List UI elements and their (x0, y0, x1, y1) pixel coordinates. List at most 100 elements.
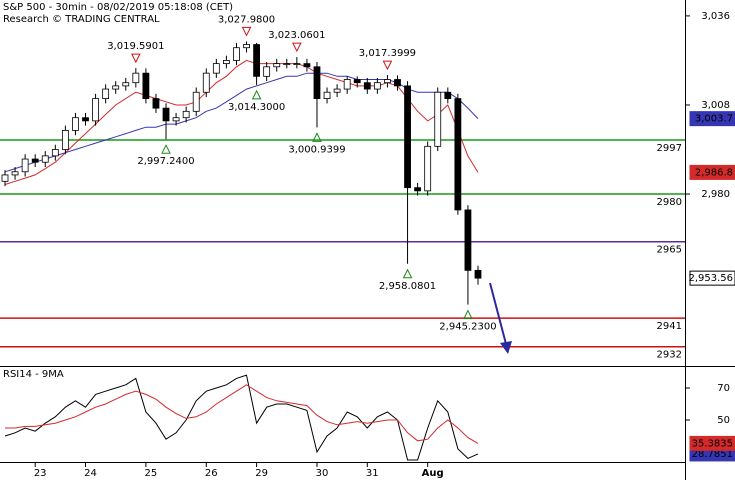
low-marker (161, 144, 171, 154)
value-box-label: 28.7851 (692, 449, 733, 460)
line-series (5, 384, 479, 444)
annotation-label: 3,019.5901 (107, 41, 164, 52)
level-label: 2980 (657, 197, 682, 208)
candle-body (112, 85, 120, 90)
annotation-label: 3,023.0601 (268, 30, 325, 41)
candle-body (303, 63, 311, 68)
candle-body (424, 145, 432, 192)
forecast-arrow-head (500, 341, 512, 354)
candle-body (293, 63, 301, 66)
value-box-label: 3,003.7 (695, 114, 733, 125)
candle-body (414, 187, 422, 192)
value-box-label: 35.3835 (692, 438, 733, 449)
high-marker (382, 60, 393, 71)
chart-title: S&P 500 - 30min - 08/02/2019 05:18:08 (C… (3, 2, 233, 13)
candle-body (273, 63, 281, 68)
candle-body (223, 60, 230, 65)
candle-body (313, 66, 321, 100)
candle-body (373, 82, 381, 90)
rsi-title: RSI14 - 9MA (3, 369, 64, 380)
y-tick-label: 70 (717, 383, 730, 394)
x-tick-label: Aug (422, 468, 444, 479)
candle-body (182, 110, 190, 119)
candle-body (474, 269, 482, 279)
candle-body (333, 88, 341, 93)
annotation-label: 2,958.0801 (379, 281, 436, 292)
low-marker (251, 89, 262, 100)
level-label: 2932 (657, 350, 682, 361)
annotation-label: 3,014.3000 (228, 102, 285, 113)
price-pane: 2997 2980 2965 2941 2932 3,019.5901 3,027.9800… (0, 14, 685, 361)
x-tick-label: 30 (316, 468, 329, 479)
y-tick-label: 3,036 (701, 11, 730, 22)
candle-body (162, 107, 170, 122)
candle-body (41, 155, 49, 163)
level-label: 2941 (657, 321, 682, 332)
value-box (689, 270, 735, 286)
candle-body (192, 91, 200, 112)
candle-body (92, 98, 99, 122)
low-marker (312, 132, 322, 142)
candle-body (464, 209, 472, 271)
candle-body (212, 63, 220, 74)
candle-body (454, 98, 462, 211)
candle-body (202, 72, 210, 93)
candle-body (31, 158, 39, 163)
candle-body (61, 130, 69, 150)
annotation-label: 3,000.9399 (288, 144, 345, 155)
x-tick-label: 25 (145, 468, 158, 479)
candle-body (11, 171, 19, 176)
x-tick-label: 29 (255, 468, 268, 479)
annotation-label: 2,945.2300 (439, 322, 496, 333)
annotation-label: 3,027.9800 (218, 14, 275, 25)
candle-body (243, 44, 250, 49)
candle-body (434, 91, 442, 147)
y-tick-label: 50 (717, 415, 730, 426)
y-tick-label: 2,980 (701, 189, 730, 200)
candle-body (132, 72, 140, 84)
candle-body (172, 117, 180, 122)
high-marker (241, 26, 252, 37)
candle-body (323, 91, 331, 100)
candle-body (142, 72, 150, 100)
value-box (689, 435, 735, 451)
value-box-label: 2,986.8 (695, 167, 733, 178)
x-tick-label: 31 (366, 468, 379, 479)
line-series (4, 374, 479, 461)
level-label: 2965 (657, 245, 682, 256)
candle-body (72, 117, 79, 131)
candle-body (51, 149, 59, 157)
x-tick-label: 26 (205, 468, 218, 479)
candle-body (122, 82, 130, 87)
high-marker (292, 42, 302, 53)
candle-body (444, 91, 452, 100)
low-marker (402, 268, 413, 279)
low-marker (463, 309, 473, 320)
candle-body (394, 79, 401, 87)
candle-body (102, 88, 110, 100)
annotation-label: 3,017.3999 (359, 48, 416, 59)
candle-body (363, 82, 371, 90)
candle-body (404, 85, 411, 189)
candle-body (152, 98, 160, 109)
value-box (689, 164, 735, 180)
forecast-arrow (489, 282, 507, 345)
y-tick-label: 3,008 (701, 100, 730, 111)
high-marker (131, 53, 141, 64)
candle-body (384, 79, 391, 84)
candle-body (21, 158, 29, 173)
x-tick-label: 23 (34, 468, 47, 479)
value-box-label: 2,953.56 (688, 273, 733, 284)
level-label: 2997 (657, 143, 682, 154)
chart-subtitle: Research © TRADING CENTRAL (3, 14, 160, 25)
candle-body (253, 44, 260, 77)
rsi-pane (4, 374, 479, 461)
candle-body (283, 63, 291, 66)
candle-body (263, 66, 271, 77)
x-tick-label: 24 (84, 468, 97, 479)
candle-body (82, 117, 89, 122)
candle-body (343, 79, 351, 90)
candle-body (353, 79, 361, 84)
